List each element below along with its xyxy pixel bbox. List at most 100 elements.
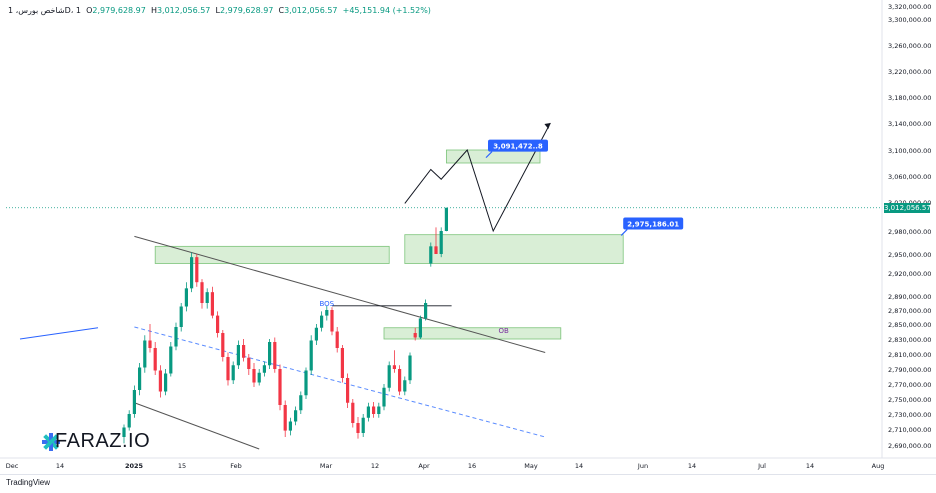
candle-body <box>299 395 303 411</box>
candle-body <box>361 417 365 433</box>
candle-body <box>288 421 292 431</box>
candle-body <box>304 370 308 396</box>
candle-body <box>340 348 344 378</box>
candle-body <box>143 340 147 368</box>
x-tick-label: Feb <box>230 462 242 470</box>
candle-body <box>247 357 251 369</box>
x-tick-label: Aug <box>872 462 885 470</box>
candle-body <box>325 310 329 316</box>
brand-logo-icon <box>42 433 60 451</box>
x-tick-label: Mar <box>320 462 333 470</box>
projection-path <box>404 122 551 233</box>
candle-body <box>174 327 178 347</box>
candle-body <box>216 315 220 333</box>
x-tick-label: May <box>524 462 538 470</box>
x-tick-label: 15 <box>178 462 186 470</box>
y-tick-label: 3,060,000.00 <box>888 173 931 181</box>
candle-body <box>184 288 188 307</box>
x-tick-label: 14 <box>806 462 814 470</box>
x-tick-label: Jul <box>757 462 766 470</box>
projection-arrowhead <box>544 123 551 129</box>
y-tick-label: 2,810,000.00 <box>888 351 931 359</box>
y-tick-label: 2,790,000.00 <box>888 366 931 374</box>
candle-body <box>190 257 194 289</box>
x-tick-label: Dec <box>6 462 19 470</box>
y-tick-label: 2,690,000.00 <box>888 442 931 450</box>
y-tick-label: 2,850,000.00 <box>888 321 931 329</box>
x-tick-label: Jun <box>637 462 648 470</box>
candle-body <box>309 340 313 371</box>
trendline-mid-channel-dashed <box>134 326 546 438</box>
candle-body <box>164 373 168 392</box>
candle-body <box>283 405 287 431</box>
candle-body <box>127 414 131 428</box>
candle-body <box>242 345 246 358</box>
close-value: 3,012,056.57 <box>284 6 338 15</box>
chart-canvas[interactable]: 3,320,000.00 3,300,000.00 3,260,000.00 3,22… <box>0 0 936 474</box>
y-tick-label: 2,710,000.00 <box>888 426 931 434</box>
trendline-upper-channel <box>134 235 546 353</box>
callout-pointer <box>485 151 493 159</box>
candle-body <box>195 257 199 283</box>
candle-body <box>158 370 162 392</box>
callout-label: 2,975,186.01 <box>627 220 679 228</box>
y-tick-label: 3,140,000.00 <box>888 120 931 128</box>
candle-body <box>424 303 428 319</box>
trendline-prior-trend <box>19 327 99 340</box>
candle-body <box>444 207 448 231</box>
open-value: 2,979,628.97 <box>92 6 146 15</box>
x-tick-label: 16 <box>468 462 476 470</box>
candle-body <box>179 306 183 327</box>
tradingview-label: TradingView <box>6 478 51 487</box>
last-price-tag: 3,012,056.57 <box>884 202 931 213</box>
zone-box <box>445 149 541 164</box>
annotation-ob: OB <box>498 327 509 335</box>
change-value: +45,151.94 (+1.52%) <box>342 6 431 15</box>
candle-body <box>200 282 204 303</box>
footer-bar: TradingView <box>0 474 936 493</box>
y-tick-label: 2,770,000.00 <box>888 381 931 389</box>
x-tick-label: 14 <box>688 462 696 470</box>
y-tick-label: 2,920,000.00 <box>888 270 931 278</box>
candle-body <box>366 406 370 418</box>
candle-body <box>268 342 272 366</box>
candle-body <box>439 231 443 254</box>
y-tick-label: 3,100,000.00 <box>888 147 931 155</box>
candle-body <box>408 355 412 381</box>
candle-body <box>418 318 422 338</box>
callout-label: 3,091,472..8 <box>493 143 543 151</box>
candle-body <box>413 333 417 338</box>
candle-body <box>278 369 282 405</box>
y-tick-label: 3,320,000.00 <box>888 3 931 11</box>
low-value: 2,979,628.97 <box>219 6 274 15</box>
brand-logo-text: FARAZ.IO <box>55 430 151 452</box>
candle-body <box>221 333 225 357</box>
annotation-bos: BOS <box>319 300 334 308</box>
candle-body <box>387 365 391 388</box>
candle-body <box>148 340 152 348</box>
candle-body <box>294 410 298 422</box>
y-tick-label: 3,300,000.00 <box>888 16 931 24</box>
candle-body <box>320 315 324 328</box>
candle-body <box>335 331 339 348</box>
candle-body <box>257 372 261 383</box>
candle-body <box>169 346 173 374</box>
high-value: 3,012,056.57 <box>156 6 211 15</box>
candle-body <box>434 246 438 254</box>
symbol-label: شاخص بورس، 1D، 1 <box>8 6 82 15</box>
candle-body <box>372 406 376 414</box>
y-tick-label: 2,980,000.00 <box>888 228 931 236</box>
candle-body <box>314 327 318 341</box>
candle-body <box>205 292 209 303</box>
y-tick-label: 3,180,000.00 <box>888 94 931 102</box>
candle-body <box>231 365 235 381</box>
y-tick-label: 2,870,000.00 <box>888 307 931 315</box>
x-tick-label: 12 <box>371 462 379 470</box>
candle-body <box>132 390 136 414</box>
x-tick-label: 14 <box>56 462 64 470</box>
candle-body <box>252 369 256 383</box>
candle-body <box>398 369 402 392</box>
candle-body <box>392 365 396 369</box>
candle-body <box>403 380 407 392</box>
brand-logo-stroke <box>43 434 59 450</box>
